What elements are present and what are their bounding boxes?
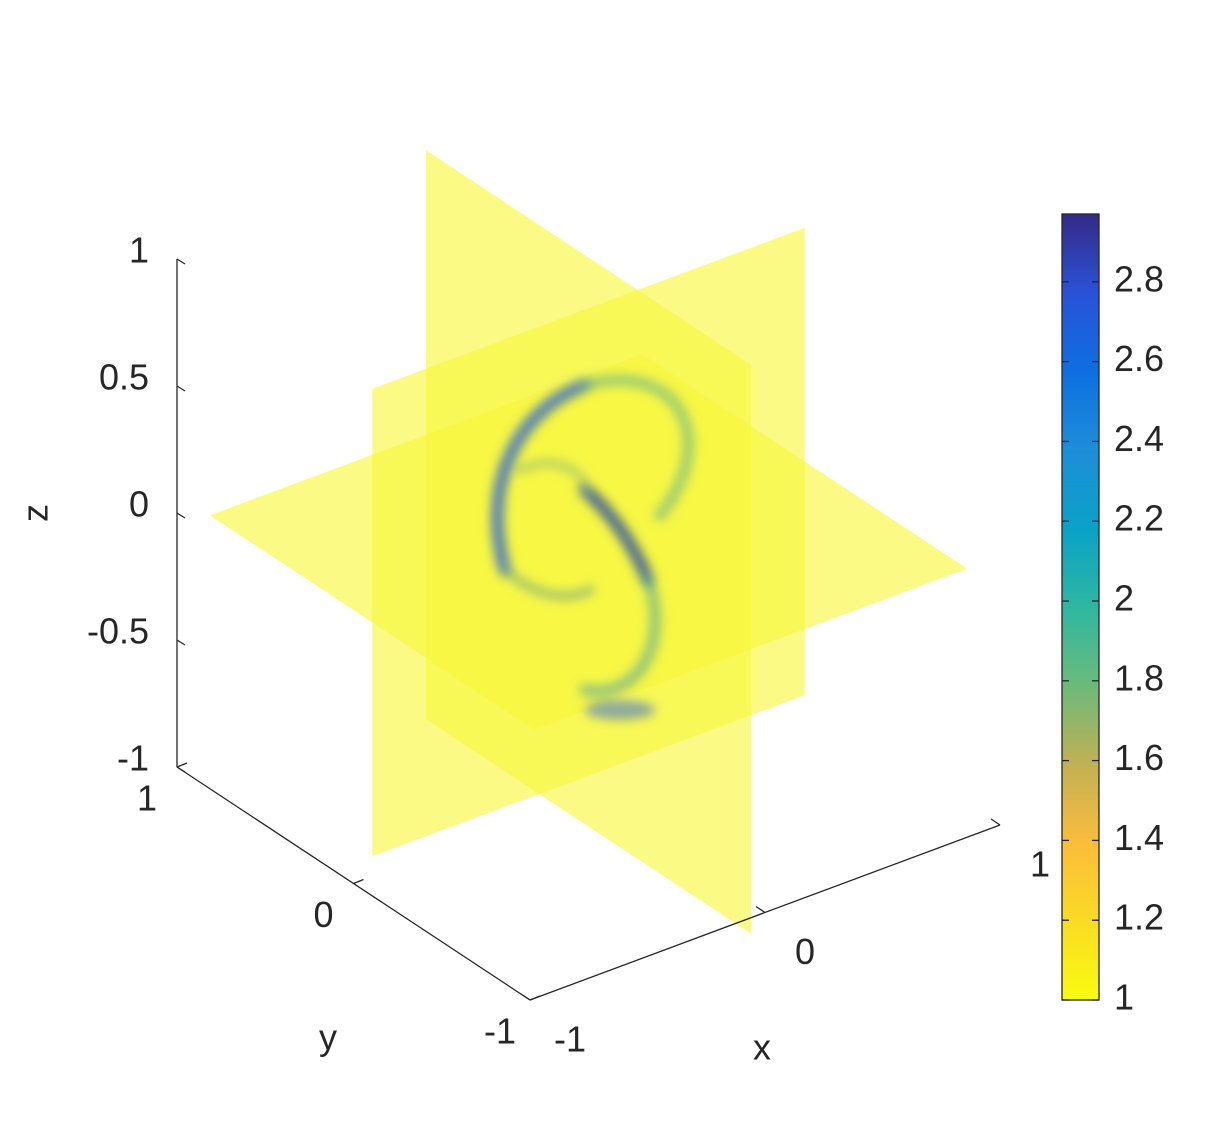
z-tick-label: -0.5 — [87, 611, 149, 652]
x-tick-label: -1 — [554, 1019, 586, 1060]
y-tick — [176, 762, 188, 768]
field-features — [490, 374, 695, 720]
z-tick-label: 1 — [129, 230, 149, 271]
colorbar-tick-label: 2.8 — [1114, 258, 1164, 299]
axes — [176, 258, 1001, 1001]
z-tick — [176, 258, 186, 265]
y-tick — [353, 878, 364, 885]
z-tick-label: 0.5 — [99, 357, 149, 398]
ring — [578, 483, 655, 587]
z-tick-label: 0 — [129, 484, 149, 525]
x-tick — [520, 993, 531, 1001]
y-axis-label: y — [319, 1017, 337, 1058]
x-tick-label: 1 — [1030, 844, 1050, 885]
y-tick-label: -1 — [484, 1011, 516, 1052]
colorbar-tick-label: 1.2 — [1114, 897, 1164, 938]
z-axis-label: z — [15, 504, 56, 522]
colorbar-tick-label: 2.2 — [1114, 498, 1164, 539]
ring — [515, 458, 591, 495]
z-tick — [176, 766, 186, 773]
ring — [579, 574, 662, 698]
slice-plane — [209, 354, 968, 730]
colorbar-tick-label: 1.4 — [1114, 817, 1164, 858]
y-tick — [529, 995, 541, 1001]
ring — [490, 378, 592, 577]
z-tick — [176, 639, 186, 646]
colorbar-tick-label: 1 — [1114, 977, 1134, 1018]
colorbar-tick-label: 2.6 — [1114, 338, 1164, 379]
x-tick — [755, 905, 766, 914]
ring — [500, 565, 595, 601]
x-axis-label: x — [753, 1027, 771, 1068]
y-tick-label: 1 — [137, 778, 157, 819]
x-tick-label: 0 — [795, 931, 815, 972]
colorbar-tick-label: 2 — [1114, 578, 1134, 619]
y-tick-label: 0 — [313, 894, 333, 935]
ring — [579, 374, 695, 521]
colorbar-tick-label: 1.8 — [1114, 657, 1164, 698]
colorbar — [1061, 213, 1100, 1001]
slice-planes — [209, 150, 968, 934]
z-tick-label: -1 — [117, 738, 149, 779]
z-tick — [176, 385, 186, 392]
x-tick — [990, 818, 1001, 826]
colorbar-tick-label: 2.4 — [1114, 418, 1164, 459]
ring — [585, 700, 655, 720]
colorbar-tick-label: 1.6 — [1114, 737, 1164, 778]
z-tick — [176, 512, 186, 519]
